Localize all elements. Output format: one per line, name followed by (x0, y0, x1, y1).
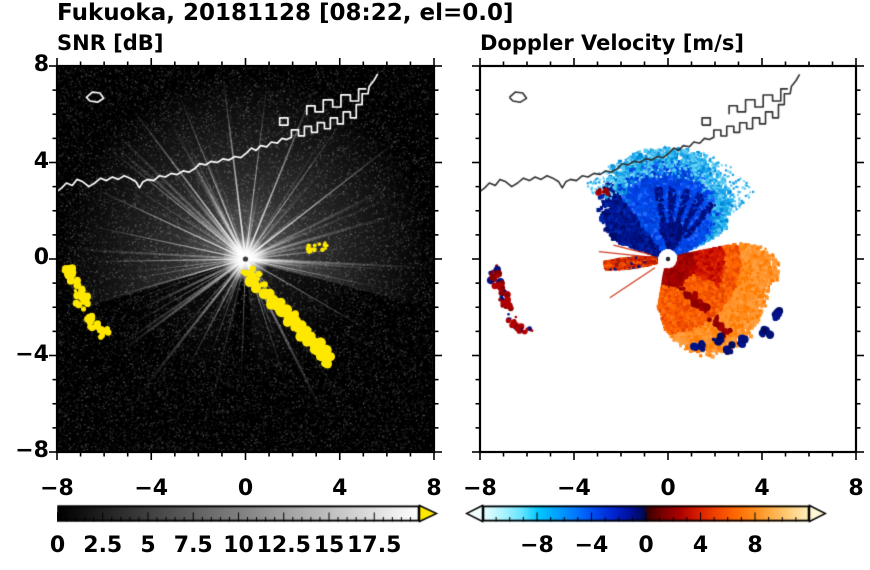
doppler-colorbar-tick-label-3: 4 (692, 533, 709, 558)
snr-colorbar (57, 503, 440, 525)
snr-ytick-label-0: 8 (33, 52, 49, 77)
doppler-colorbar (465, 503, 827, 525)
figure-title: Fukuoka, 20181128 [08:22, el=0.0] (57, 0, 514, 26)
snr-colorbar-tick-label-0: 0 (49, 533, 66, 558)
doppler-colorbar-tick-label-4: 8 (747, 533, 763, 558)
snr-colorbar-tick-label-1: 2.5 (83, 533, 123, 558)
snr-colorbar-tick-label-6: 15 (313, 533, 345, 558)
doppler-radar-image (480, 66, 856, 452)
doppler-xtick-label-4: 8 (848, 476, 864, 501)
snr-xtick-label-1: −4 (134, 476, 169, 501)
snr-xtick-label-3: 4 (332, 476, 348, 501)
snr-colorbar-tick-label-3: 7.5 (173, 533, 213, 558)
snr-colorbar-tick-label-5: 12.5 (256, 533, 311, 558)
snr-ytick-label-1: 4 (33, 148, 49, 174)
snr-xtick-label-4: 8 (426, 476, 442, 501)
snr-colorbar-tick-label-4: 10 (223, 533, 254, 558)
doppler-colorbar-tick-label-0: −8 (520, 533, 554, 558)
snr-ytick-label-3: −4 (15, 341, 49, 367)
doppler-xtick-label-1: −4 (557, 476, 591, 501)
doppler-xtick-label-3: 4 (754, 476, 770, 501)
doppler-colorbar-tick-label-1: −4 (574, 533, 609, 558)
snr-colorbar-tick-label-2: 5 (140, 533, 156, 558)
snr-xtick-label-2: 0 (237, 476, 254, 501)
doppler-xtick-label-0: −8 (463, 476, 497, 501)
snr-ytick-label-4: −8 (15, 438, 49, 463)
snr-ytick-label-2: 0 (33, 245, 49, 270)
doppler-xtick-label-2: 0 (660, 476, 676, 501)
snr-panel-title: SNR [dB] (57, 31, 164, 55)
snr-radar-image (57, 66, 434, 452)
snr-xtick-label-0: −8 (40, 476, 74, 501)
snr-colorbar-tick-label-7: 17.5 (347, 533, 402, 558)
doppler-colorbar-tick-label-2: 0 (638, 533, 654, 558)
doppler-panel-title: Doppler Velocity [m/s] (480, 31, 744, 55)
